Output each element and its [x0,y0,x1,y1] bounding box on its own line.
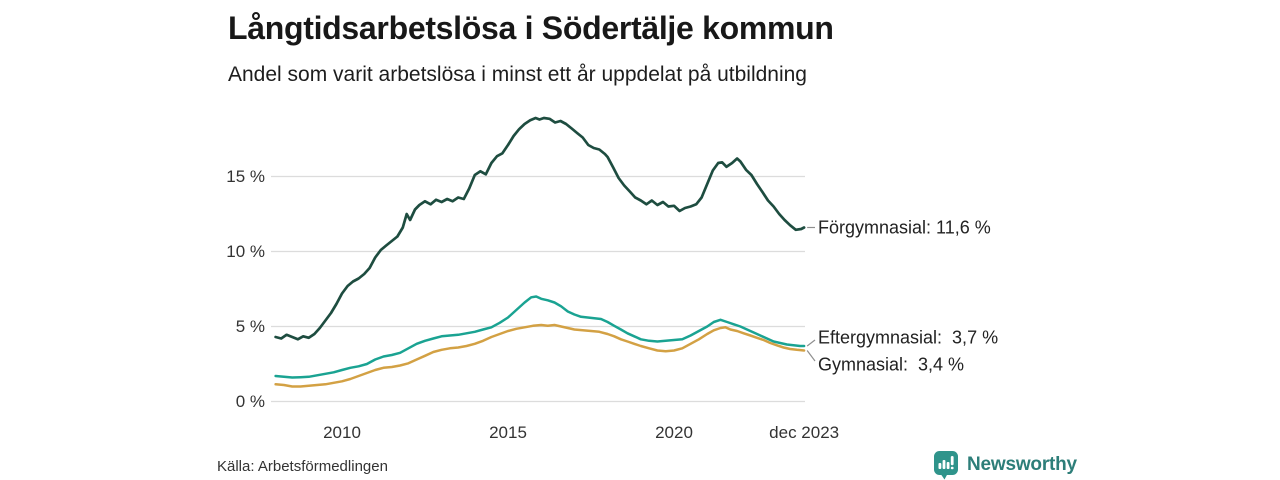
source-text: Källa: Arbetsförmedlingen [217,458,388,475]
newsworthy-wordmark: Newsworthy [967,454,1077,475]
page-subtitle: Andel som varit arbetslösa i minst ett å… [228,63,807,86]
series-line-förgymnasial [274,116,806,341]
x-tick-label: dec 2023 [769,423,840,442]
series-end-label-forgymnasial: Förgymnasial: 11,6 % [818,217,991,237]
series-end-label-gymnasial: Gymnasial: 3,4 % [818,354,965,375]
x-tick-label: 2020 [655,423,693,442]
y-tick-label: 15 % [226,166,265,186]
series-end-label-eftergymnasial: Eftergymnasial: 3,7 % [818,327,999,348]
label-connector-line [806,350,816,362]
chart-speech-bubble-icon [934,451,958,480]
label-connectors [806,226,816,362]
x-tick-label: 2015 [489,423,527,442]
y-tick-label: 10 % [226,241,265,261]
label-connector-line [806,339,816,347]
y-tick-label: 5 % [235,316,265,336]
y-tick-label: 0 % [235,391,265,411]
series-line-gymnasial [274,323,806,388]
branding-block: Newsworthy [933,450,1077,480]
page-title: Långtidsarbetslösa i Södertälje kommun [228,10,834,46]
series-line-eftergymnasial [274,295,806,379]
series-lines [274,116,806,388]
x-tick-label: 2010 [323,423,361,442]
